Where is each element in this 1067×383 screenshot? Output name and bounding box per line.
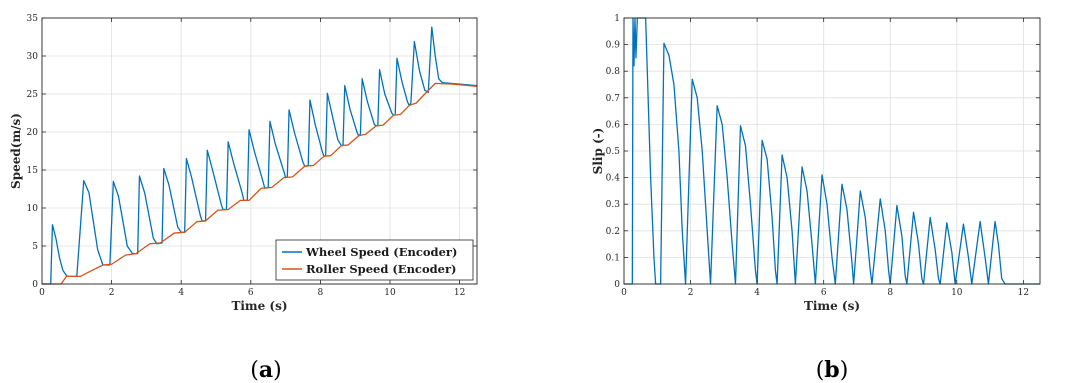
- x-axis-label: Time (s): [804, 299, 860, 313]
- chart-panel-b: 0 2 4 6 8 10 12 0 0.1 0.2 0.3 0.4 0.5 0.6 0.7 0.8 0.9 1 Ti…: [591, 14, 1041, 313]
- y-tick-label: 15: [27, 166, 39, 176]
- y-tick-label: 35: [27, 14, 39, 24]
- y-tick-label: 10: [27, 204, 39, 214]
- x-tick-label: 2: [109, 288, 115, 298]
- y-tick-label: 30: [27, 52, 39, 62]
- series-line-2: [42, 82, 477, 285]
- caption-b-open: (: [816, 358, 825, 383]
- x-tick-label: 6: [248, 288, 254, 298]
- x-tick-label: 4: [754, 288, 760, 298]
- y-tick-label: 0: [32, 280, 38, 290]
- y-tick-label: 0.1: [606, 253, 620, 263]
- y-tick-label: 5: [32, 242, 38, 252]
- x-tick-label: 10: [384, 288, 396, 298]
- y-tick-label: 20: [27, 128, 39, 138]
- x-tick-label: 8: [318, 288, 324, 298]
- x-tick-label: 12: [1018, 288, 1029, 298]
- x-tick-label: 0: [39, 288, 45, 298]
- series-line-1: [624, 17, 1040, 285]
- y-tick-label: 0.8: [606, 67, 621, 77]
- legend-box: [275, 239, 474, 281]
- y-tick-label: 0.3: [606, 200, 621, 210]
- y-tick-label: 0.6: [606, 120, 621, 130]
- x-tick-label: 10: [951, 288, 963, 298]
- caption-a-letter: a: [259, 357, 273, 383]
- y-tick-label: 0.5: [606, 147, 621, 157]
- caption-b-letter: b: [824, 357, 839, 383]
- chart-panel-a: 0 2 4 6 8 10 12 0 5 10 15 20 25 30 35 Time (s) Speed(m/s…: [9, 14, 478, 313]
- y-tick-label: 0.9: [606, 41, 621, 51]
- axes-frame: [41, 17, 478, 285]
- y-axis-label: Slip (-): [591, 128, 605, 175]
- y-tick-label: 25: [27, 90, 39, 100]
- y-tick-label: 1: [614, 14, 620, 24]
- caption-a-open: (: [250, 358, 259, 383]
- y-axis-label: Speed(m/s): [9, 113, 23, 189]
- y-tick-label: 0.2: [606, 227, 620, 237]
- x-tick-label: 4: [178, 288, 184, 298]
- caption-b-close: ): [840, 358, 849, 383]
- caption-a: (a): [250, 357, 281, 383]
- caption-a-close: ): [273, 358, 282, 383]
- legend-label-2: Roller Speed (Encoder): [306, 262, 456, 276]
- legend-label-1: Wheel Speed (Encoder): [305, 245, 457, 259]
- x-axis-label: Time (s): [231, 299, 287, 313]
- x-tick-label: 0: [621, 288, 627, 298]
- x-tick-label: 2: [688, 288, 694, 298]
- y-tick-label: 0.4: [606, 174, 621, 184]
- x-tick-label: 8: [887, 288, 893, 298]
- legend: Wheel Speed (Encoder) Roller Speed (Encod…: [275, 239, 474, 281]
- y-tick-label: 0.7: [606, 94, 621, 104]
- x-tick-label: 12: [454, 288, 465, 298]
- y-tick-label: 0: [614, 280, 620, 290]
- x-tick-label: 6: [821, 288, 827, 298]
- caption-b: (b): [816, 357, 849, 383]
